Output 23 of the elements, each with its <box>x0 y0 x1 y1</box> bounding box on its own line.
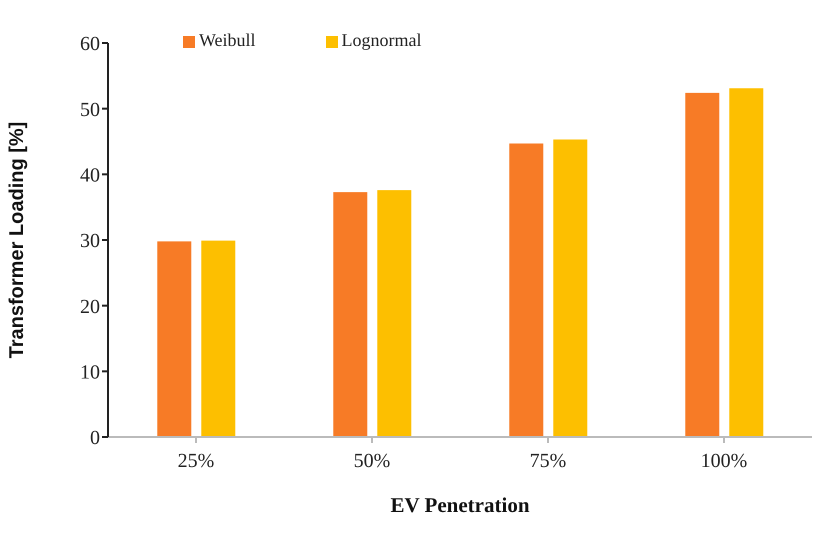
bar <box>553 140 588 437</box>
y-tick-label: 20 <box>80 296 100 318</box>
bar <box>201 240 236 437</box>
y-tick-label: 60 <box>80 33 100 56</box>
bar <box>509 143 544 437</box>
y-axis-title: Transformer Loading [%] <box>6 122 28 358</box>
x-tick-label: 25% <box>178 450 214 472</box>
y-tick-label: 10 <box>80 361 100 384</box>
bar <box>333 192 368 437</box>
bar <box>377 190 412 437</box>
x-tick-label: 50% <box>354 450 390 472</box>
x-axis-title: EV Penetration <box>390 493 530 517</box>
bar <box>157 241 192 437</box>
x-tick-label: 75% <box>530 450 566 472</box>
y-tick-label: 40 <box>80 164 100 186</box>
x-tick-label: 100% <box>700 450 748 472</box>
legend-label: Weibull <box>199 30 256 50</box>
bar <box>685 92 720 437</box>
y-tick-label: 50 <box>80 98 100 121</box>
y-tick-label: 0 <box>90 427 100 450</box>
y-tick-label: 30 <box>80 230 100 252</box>
legend-label: Lognormal <box>342 30 422 50</box>
bar <box>729 88 764 437</box>
